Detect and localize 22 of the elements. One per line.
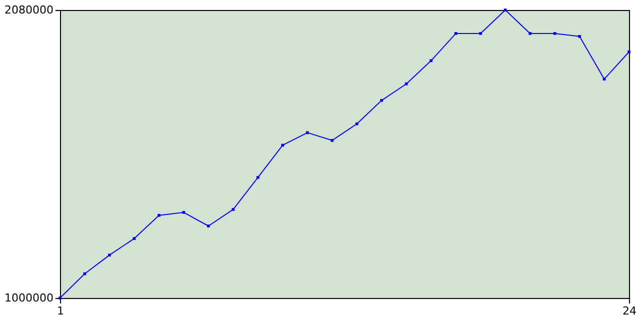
point [454,32,458,35]
point [380,98,384,102]
point [132,237,136,240]
point [628,50,630,54]
point [158,214,160,217]
y-tick-label: 1000000 [4,292,54,304]
point [306,131,309,134]
point [602,78,606,80]
point [355,122,358,126]
point [232,208,235,211]
x-tick-label: 24 [622,304,636,318]
line-series [58,8,630,300]
point [182,210,186,214]
point [504,8,507,12]
point [430,59,432,62]
point [281,144,284,147]
point [58,296,62,300]
point [553,32,556,35]
x-tick-label: 1 [57,304,64,318]
point [330,138,334,142]
y-tick-label: 2080000 [4,4,54,16]
point [404,82,408,86]
